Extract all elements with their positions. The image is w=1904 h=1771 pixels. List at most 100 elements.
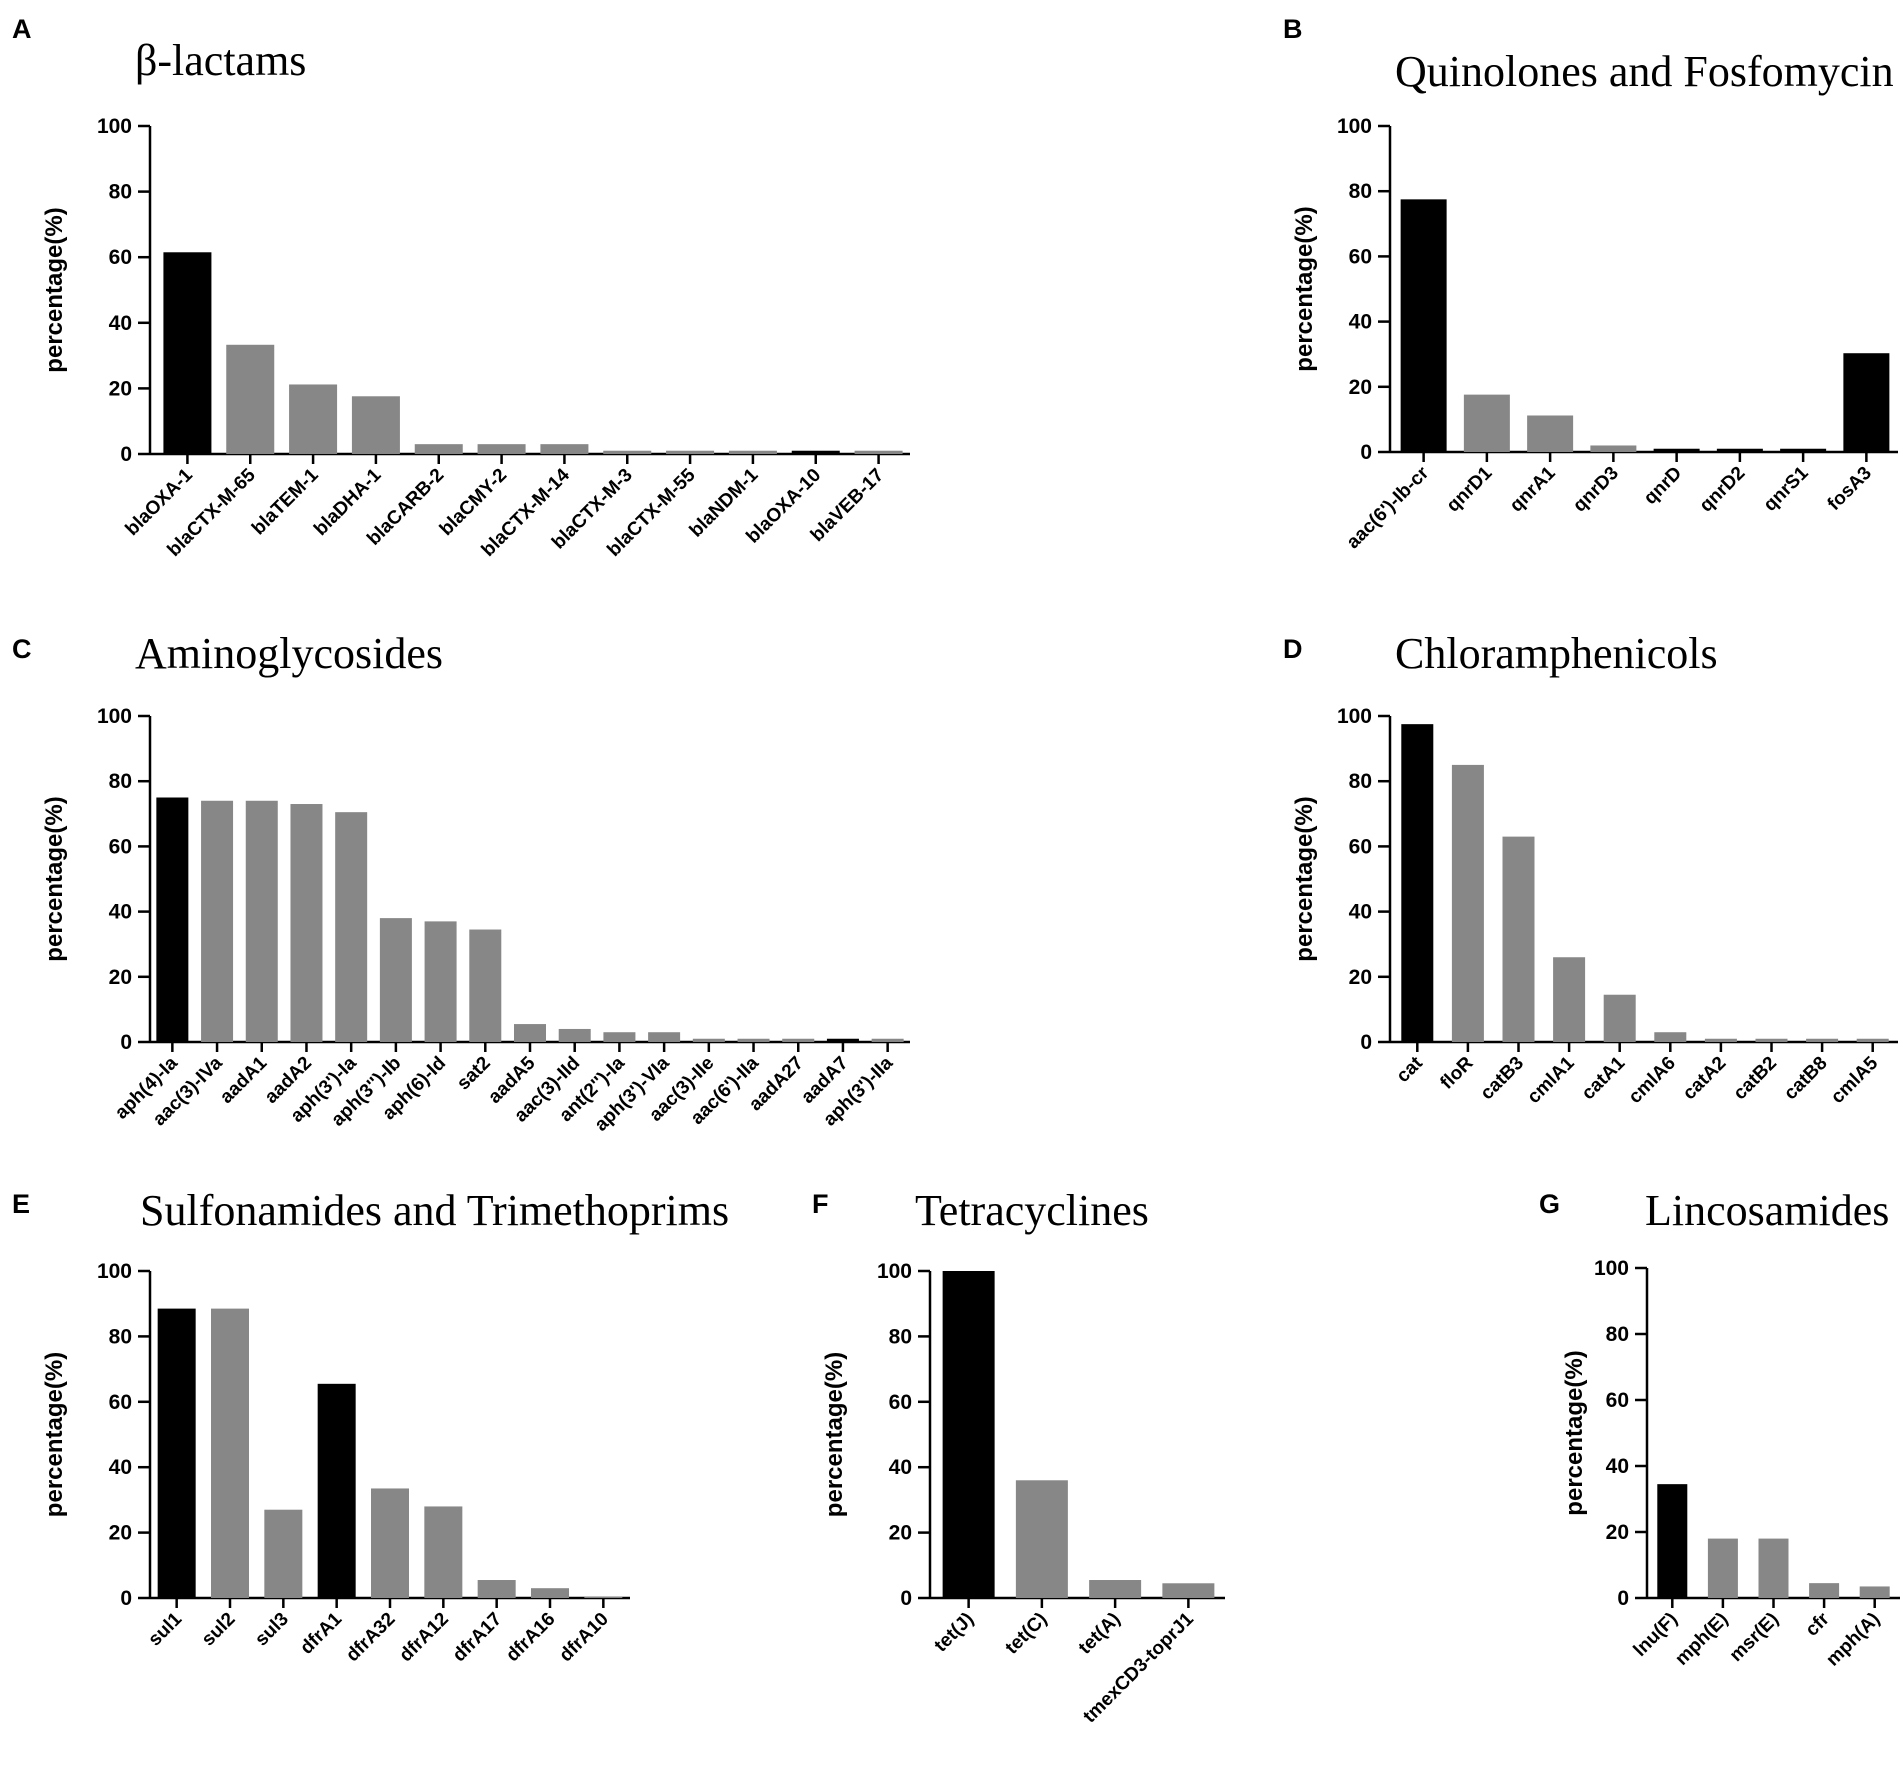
panel-b-xtick-label-qnrs1: qnrS1 [1760,462,1813,515]
panel-c-bar-aac-3-iid [558,1028,591,1042]
panel-g-bar-lnu-f [1657,1484,1688,1598]
panel-e-xtick-label-dfra16: dfrA16 [502,1609,559,1666]
panel-e-y-axis-label: percentage(%) [41,1352,68,1517]
panel-b-xtick-label-aac-6-ib-cr: aac(6')-Ib-cr [1343,462,1434,553]
panel-f-ytick-label-80: 80 [889,1325,912,1348]
panel-d-bar-cat [1401,724,1434,1042]
panel-a-title: β-lactams [135,36,306,85]
panel-g-letter: G [1539,1189,1560,1219]
panel-e-xtick-label-dfra1: dfrA1 [296,1608,346,1658]
panel-c-ytick-label-20: 20 [109,966,132,989]
panel-d-bar-cmla1 [1553,957,1586,1042]
panel-e-ytick-label-100: 100 [97,1260,132,1283]
panel-g-y-axis-label: percentage(%) [1561,1350,1588,1515]
panel-c-title: Aminoglycosides [135,629,443,678]
panel-b-ytick-label-40: 40 [1349,311,1372,334]
panel-a-ytick-label-0: 0 [120,443,132,466]
panel-a-ytick-label-60: 60 [109,246,132,269]
panel-b-ytick-label-20: 20 [1349,376,1372,399]
panel-g-ytick-label-0: 0 [1617,1587,1629,1610]
panel-b-ytick-label-80: 80 [1349,180,1372,203]
panel-e-xtick-label-sul3: sul3 [251,1609,293,1651]
panel-e-xtick-label-dfra17: dfrA17 [449,1609,506,1666]
panel-d-xtick-label-catb2: catB2 [1730,1053,1781,1104]
panel-b-title: Quinolones and Fosfomycin [1395,47,1894,96]
panel-d-ytick-label-100: 100 [1337,705,1372,728]
panel-b-ytick-label-100: 100 [1337,115,1372,138]
panel-b-y-axis-label: percentage(%) [1291,206,1318,371]
panel-g-ytick-label-20: 20 [1606,1521,1629,1544]
panel-d-xtick-label-cmla6: cmlA6 [1625,1053,1680,1108]
panel-d-title: Chloramphenicols [1395,629,1718,678]
panel-e-xtick-label-dfra32: dfrA32 [342,1609,399,1666]
panel-d-xtick-label-cmla5: cmlA5 [1827,1052,1882,1107]
panel-a-bar-blatem-1 [289,384,338,454]
panel-c-bar-aac-3-iie [692,1038,725,1042]
panel-d-bar-cata2 [1704,1038,1737,1042]
panel-f-ytick-label-40: 40 [889,1456,912,1479]
panel-f-letter: F [812,1189,829,1219]
panel-c-bar-aph-3-iia [871,1038,904,1042]
panel-e-title: Sulfonamides and Trimethoprims [140,1186,729,1235]
panel-b-bar-qnrd2 [1716,448,1763,452]
panel-g-bar-msr-e [1758,1538,1789,1598]
panel-a-ytick-label-20: 20 [109,377,132,400]
panel-d-bar-catb3 [1502,836,1535,1042]
panel-e-xtick-label-dfra10: dfrA10 [555,1609,612,1666]
panel-a-ytick-label-80: 80 [109,181,132,204]
panel-f-ytick-label-100: 100 [877,1260,912,1283]
panel-f-bar-tmexcd3-toprj1 [1162,1583,1215,1598]
panel-g: G Lincosamidespercentage(%)020406080100ln… [1539,1186,1900,1671]
panel-b-bar-qnrd1 [1463,394,1510,452]
panel-a-bar-blacmy-2 [477,444,526,454]
panel-d: D Chloramphenicols percentage(%) 0 20 40 60 80 1… [1283,629,1898,1108]
panel-f-ytick-label-20: 20 [889,1522,912,1545]
panel-e-letter: E [12,1189,30,1219]
panel-f-xtick-label-tet-c: tet(C) [1001,1609,1051,1659]
panel-a-letter: A [12,14,32,44]
panel-d-letter: D [1283,634,1303,664]
panel-d-ytick-label-80: 80 [1349,770,1372,793]
panel-g-bar-cfr [1809,1583,1840,1598]
panel-a-ytick-label-100: 100 [97,115,132,138]
panel-c-ytick-label-80: 80 [109,770,132,793]
panel-c-ytick-label-60: 60 [109,835,132,858]
panel-d-ytick-label-40: 40 [1349,901,1372,924]
panel-c-ytick-label-40: 40 [109,901,132,924]
panel-a-bar-blandm-1 [728,450,777,454]
panel-a-bar-bladha-1 [351,396,400,454]
panel-a-ytick-label-40: 40 [109,312,132,335]
panel-d-ytick-label-20: 20 [1349,966,1372,989]
panel-g-ytick-label-40: 40 [1606,1455,1629,1478]
panel-f: F Tetracyclines percentage(%) 0 20 40 60 80 100 t… [812,1186,1225,1727]
panel-c-bar-aph-3-ia [335,812,368,1042]
panel-g-title: Lincosamides [1645,1186,1889,1235]
panel-b-bar-qnrd3 [1590,445,1637,452]
panel-b-xtick-label-qnrd1: qnrD1 [1443,462,1497,516]
panel-e-bar-dfra17 [477,1580,516,1598]
panel-d-bar-catb8 [1806,1038,1839,1042]
panel-c-bar-aac-3-iva [201,800,234,1042]
panel-e-bar-dfra16 [531,1588,569,1598]
panel-c-y-axis-label: percentage(%) [41,796,68,961]
panel-d-bar-flor [1451,764,1484,1042]
panel-e-ytick-label-80: 80 [109,1325,132,1348]
panel-a-bar-blactx-m-55 [666,450,715,454]
panel-c-xtick-label-aada1: aadA1 [216,1052,271,1107]
panel-b-bar-qnrs1 [1780,448,1827,452]
panel-a-bar-blactx-m-65 [226,344,275,454]
panel-f-xtick-label-tet-j: tet(J) [930,1609,978,1657]
panel-c-letter: C [12,634,32,664]
panel-e-bar-sul2 [211,1308,249,1598]
panel-a-bar-blactx-m-14 [540,444,589,454]
panel-e-ytick-label-0: 0 [120,1587,132,1610]
panel-g-xtick-label-mph-e: mph(E) [1671,1609,1732,1670]
panel-d-bar-catb2 [1755,1038,1788,1042]
panel-d-bar-cmla6 [1654,1032,1687,1042]
panel-e-bar-sul3 [264,1509,303,1598]
panel-b-letter: B [1283,14,1303,44]
panel-b-ytick-label-0: 0 [1360,441,1372,464]
panel-d-bar-cata1 [1603,994,1636,1042]
panel-c-bar-aada2 [290,804,323,1042]
panel-g-xtick-label-mph-a: mph(A) [1822,1609,1884,1671]
